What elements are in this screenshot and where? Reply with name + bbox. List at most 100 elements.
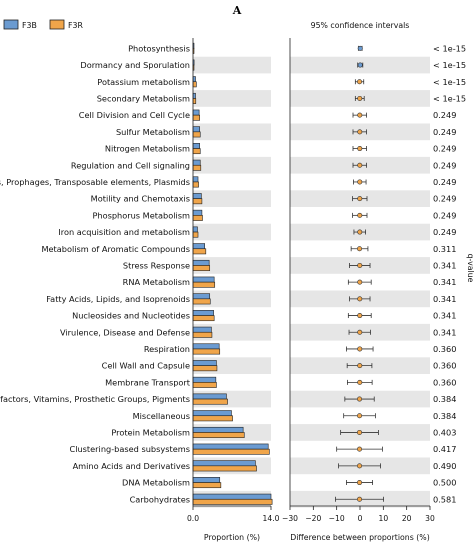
legend-label-f3b: F3B — [22, 21, 37, 30]
legend-label-f3r: F3R — [68, 21, 83, 30]
bar-f3b — [192, 243, 205, 250]
bar-f3b — [192, 376, 217, 383]
row-stripe-left — [193, 323, 271, 341]
q-value: < 1e-15 — [433, 77, 466, 87]
bar-f3r — [192, 331, 213, 338]
bar-f3b — [192, 443, 269, 450]
category-label: Motility and Chemotaxis — [91, 194, 190, 204]
bar-f3b — [192, 477, 221, 483]
bar-f3b — [192, 293, 211, 300]
row-stripe-left — [193, 257, 271, 274]
category-label: Carbohydrates — [130, 494, 190, 504]
category-label: Fatty Acids, Lipids, and Isoprenoids — [46, 294, 190, 304]
bar-f3r — [192, 81, 197, 88]
ci-point — [357, 196, 363, 202]
q-value: 0.249 — [433, 110, 456, 120]
q-value-label: q-value — [466, 254, 474, 283]
bar-f3b — [192, 426, 244, 433]
category-label: Clustering-based subsystems — [69, 444, 190, 454]
bar-f3b — [192, 226, 198, 233]
q-value: 0.341 — [433, 294, 456, 304]
ci-point — [357, 262, 363, 268]
category-label: Regulation and Cell signaling — [71, 160, 190, 170]
q-value: 0.360 — [433, 361, 456, 371]
bar-f3b — [192, 326, 212, 333]
legend-swatch-f3b — [3, 19, 19, 30]
bar-f3b — [192, 360, 217, 366]
category-label: Dormancy and Sporulation — [80, 60, 190, 70]
right-x-label: Difference between proportions (%) — [290, 533, 430, 542]
q-value: 0.249 — [433, 194, 456, 204]
category-label: RNA Metabolism — [123, 277, 190, 287]
category-label: DNA Metabolism — [122, 478, 190, 488]
ci-point — [357, 129, 363, 135]
category-label: Virulence, Disease and Defense — [60, 327, 190, 337]
bar-f3r — [192, 114, 200, 121]
q-value: 0.341 — [433, 327, 456, 337]
row-stripe-left — [193, 56, 271, 74]
q-value: 0.417 — [433, 444, 456, 454]
q-value: < 1e-15 — [433, 60, 466, 70]
category-label: Phages, Prophages, Transposable elements… — [0, 177, 190, 187]
q-value: 0.341 — [433, 260, 456, 270]
q-value: 0.249 — [433, 144, 456, 154]
q-value: 0.341 — [433, 277, 456, 287]
bar-f3r — [192, 181, 199, 188]
row-stripe-left — [193, 123, 271, 141]
bar-f3r — [192, 164, 202, 171]
chart-rows: Photosynthesis < 1e-15 Dormancy and Sporul… — [0, 42, 466, 508]
right-tick-label: 0 — [358, 514, 363, 523]
bar-f3r — [192, 315, 215, 322]
bar-f3b — [192, 393, 227, 400]
bar-f3b — [192, 310, 214, 316]
bar-f3r — [192, 465, 257, 472]
legend: F3B F3R — [3, 19, 83, 30]
bar-f3r — [192, 298, 211, 305]
q-value: 0.500 — [433, 478, 456, 488]
ci-point — [357, 246, 363, 252]
ci-point — [357, 279, 363, 285]
bar-f3b — [192, 109, 200, 116]
ci-point — [357, 329, 363, 335]
bar-f3r — [192, 482, 222, 489]
bar-f3r — [192, 231, 199, 238]
bar-f3b — [192, 460, 256, 467]
bar-f3b — [192, 126, 200, 133]
bar-f3r — [192, 248, 207, 255]
q-value: 0.311 — [433, 244, 456, 254]
ci-point — [357, 162, 363, 168]
q-value: 0.384 — [433, 394, 456, 404]
row-stripe-left — [193, 156, 271, 174]
q-value: 0.581 — [433, 494, 456, 504]
legend-swatch-f3r — [49, 19, 65, 30]
right-tick-label: 10 — [378, 514, 388, 523]
ci-point — [357, 379, 363, 385]
ci-point — [357, 496, 363, 502]
bar-f3r — [192, 415, 233, 422]
bar-f3r — [192, 265, 211, 271]
ci-point — [357, 179, 363, 185]
category-label: Cell Division and Cell Cycle — [79, 110, 190, 120]
category-label: Phosphorus Metabolism — [92, 210, 190, 220]
category-label: Membrane Transport — [105, 377, 191, 387]
category-label: Miscellaneous — [133, 411, 190, 421]
category-label: Nitrogen Metabolism — [105, 144, 190, 154]
bar-f3b — [192, 209, 203, 216]
q-value: < 1e-15 — [433, 93, 466, 103]
left-tick-label: 0.0 — [187, 514, 199, 523]
category-label: Secondary Metabolism — [97, 93, 190, 103]
category-label: Nucleosides and Nucleotides — [72, 311, 190, 321]
bar-f3b — [192, 143, 200, 149]
bar-f3b — [192, 193, 202, 199]
ci-point — [357, 396, 363, 402]
row-stripe-left — [193, 223, 271, 241]
bar-f3r — [192, 498, 273, 505]
row-stripe-left — [193, 190, 271, 207]
q-value: 0.249 — [433, 127, 456, 137]
bar-f3r — [192, 348, 221, 355]
bar-f3r — [192, 148, 201, 155]
bar-f3b — [192, 259, 210, 266]
category-label: Cell Wall and Capsule — [102, 361, 190, 371]
ci-point — [357, 79, 363, 85]
